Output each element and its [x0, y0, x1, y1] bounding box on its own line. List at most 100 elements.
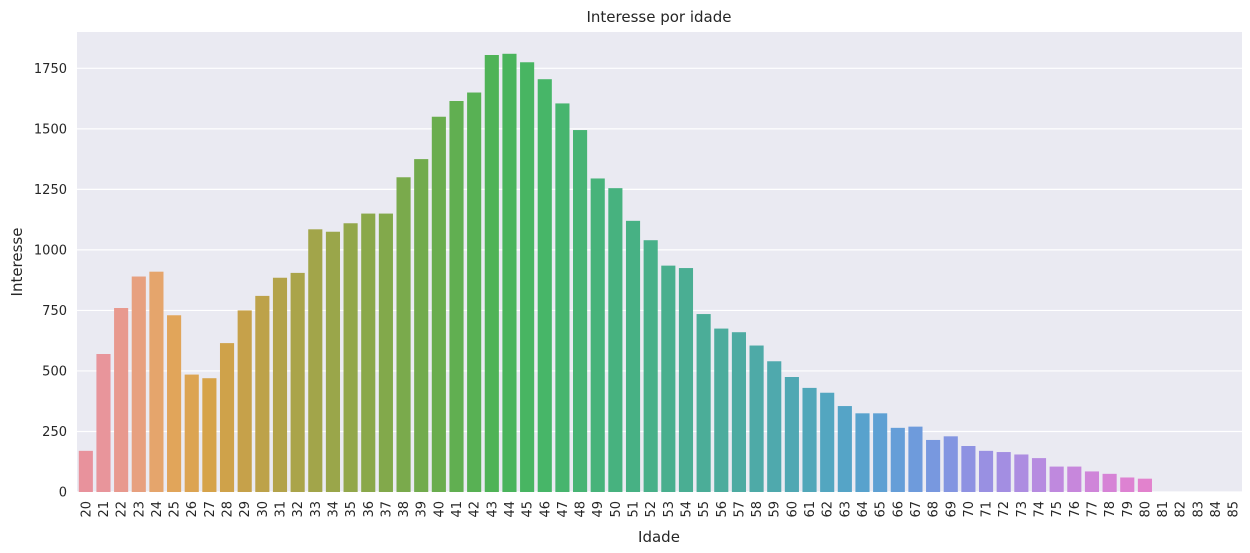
bar [555, 103, 570, 492]
x-tick-label: 76 [1068, 501, 1083, 518]
x-tick-label: 27 [203, 501, 218, 518]
bar [1049, 466, 1064, 492]
y-tick-labels: 0 250 500 750 1000 1250 1500 1750 [34, 62, 67, 501]
bar [767, 361, 782, 492]
x-tick-label: 44 [503, 501, 518, 518]
x-tick-label: 56 [715, 501, 730, 518]
bar [272, 277, 288, 492]
x-tick-label: 74 [1033, 501, 1048, 518]
x-axis-label: Idade [638, 528, 680, 546]
bar [1137, 478, 1152, 492]
x-tick-label: 32 [291, 501, 306, 518]
bar [1102, 473, 1117, 492]
grid-lines [77, 67, 1242, 493]
bar [573, 130, 588, 493]
x-tick-label: 58 [750, 501, 765, 518]
x-tick-label: 57 [732, 501, 747, 518]
bar [131, 276, 146, 492]
bar [96, 354, 111, 492]
x-tick-label: 42 [468, 501, 483, 518]
y-tick-label: 1250 [34, 183, 67, 198]
y-tick-label: 1000 [34, 243, 67, 258]
x-tick-label: 35 [344, 501, 359, 518]
bar [873, 413, 888, 492]
x-tick-label: 70 [962, 501, 977, 518]
bar [1014, 454, 1029, 492]
x-tick-label: 77 [1085, 501, 1100, 518]
bars [78, 53, 1152, 493]
x-tick-label: 29 [238, 501, 253, 518]
x-tick-label: 78 [1103, 501, 1118, 518]
bar [255, 295, 270, 492]
chart-title: Interesse por idade [587, 8, 732, 26]
x-tick-label: 64 [856, 501, 871, 518]
x-tick-label: 51 [627, 501, 642, 518]
x-tick-label: 31 [273, 501, 288, 518]
x-tick-label: 69 [944, 501, 959, 518]
x-tick-label: 21 [97, 501, 112, 518]
x-tick-label: 38 [397, 501, 412, 518]
x-tick-label: 80 [1138, 501, 1153, 518]
bar [202, 378, 217, 492]
x-tick-labels: 20 21 22 23 24 25 26 27 28 29 30 31 32 33 34 35 36 37 38 39… [79, 501, 1241, 518]
x-tick-label: 23 [132, 501, 147, 518]
x-tick-label: 81 [1156, 501, 1171, 518]
bar [731, 332, 746, 492]
x-tick-label: 85 [1227, 501, 1242, 518]
bar [396, 177, 411, 492]
bar [784, 377, 799, 492]
x-tick-label: 62 [821, 501, 836, 518]
x-tick-label: 73 [1015, 501, 1030, 518]
x-tick-label: 59 [768, 501, 783, 518]
bar [908, 426, 923, 492]
bar [361, 213, 376, 492]
bar [520, 62, 535, 493]
bar [661, 265, 676, 492]
bar [820, 392, 835, 492]
bar [343, 223, 358, 492]
x-tick-label: 72 [997, 501, 1012, 518]
bar [855, 413, 870, 492]
x-tick-label: 36 [362, 501, 377, 518]
bar [308, 229, 323, 492]
bar [149, 271, 164, 492]
y-tick-label: 1500 [34, 122, 67, 137]
y-tick-label: 0 [59, 486, 67, 501]
x-tick-label: 40 [432, 501, 447, 518]
y-tick-label: 250 [42, 425, 67, 440]
bar [78, 450, 93, 492]
bar [608, 188, 623, 492]
x-tick-label: 41 [450, 501, 465, 518]
x-tick-label: 65 [874, 501, 889, 518]
bar [484, 55, 499, 492]
bar [643, 240, 658, 492]
bar [290, 272, 305, 492]
bar [114, 308, 129, 492]
bar [414, 159, 429, 492]
x-tick-label: 39 [415, 501, 430, 518]
bar [590, 178, 605, 492]
x-tick-label: 71 [980, 501, 995, 518]
bar [1084, 471, 1100, 492]
x-tick-label: 61 [803, 501, 818, 518]
bar [625, 220, 641, 492]
plot-area [77, 32, 1242, 492]
x-tick-label: 79 [1121, 501, 1136, 518]
x-tick-label: 82 [1174, 501, 1189, 518]
x-tick-label: 30 [256, 501, 271, 518]
x-tick-label: 49 [591, 501, 606, 518]
x-tick-label: 28 [221, 501, 236, 518]
x-tick-label: 68 [927, 501, 942, 518]
x-tick-label: 60 [785, 501, 800, 518]
bar [890, 427, 905, 492]
x-tick-label: 24 [150, 501, 165, 518]
bar [537, 79, 552, 493]
x-tick-label: 26 [185, 501, 200, 518]
bar [1067, 466, 1082, 492]
bar [502, 53, 517, 492]
bar [1031, 458, 1047, 492]
x-tick-label: 48 [574, 501, 589, 518]
x-tick-label: 52 [644, 501, 659, 518]
y-tick-label: 1750 [34, 62, 67, 77]
